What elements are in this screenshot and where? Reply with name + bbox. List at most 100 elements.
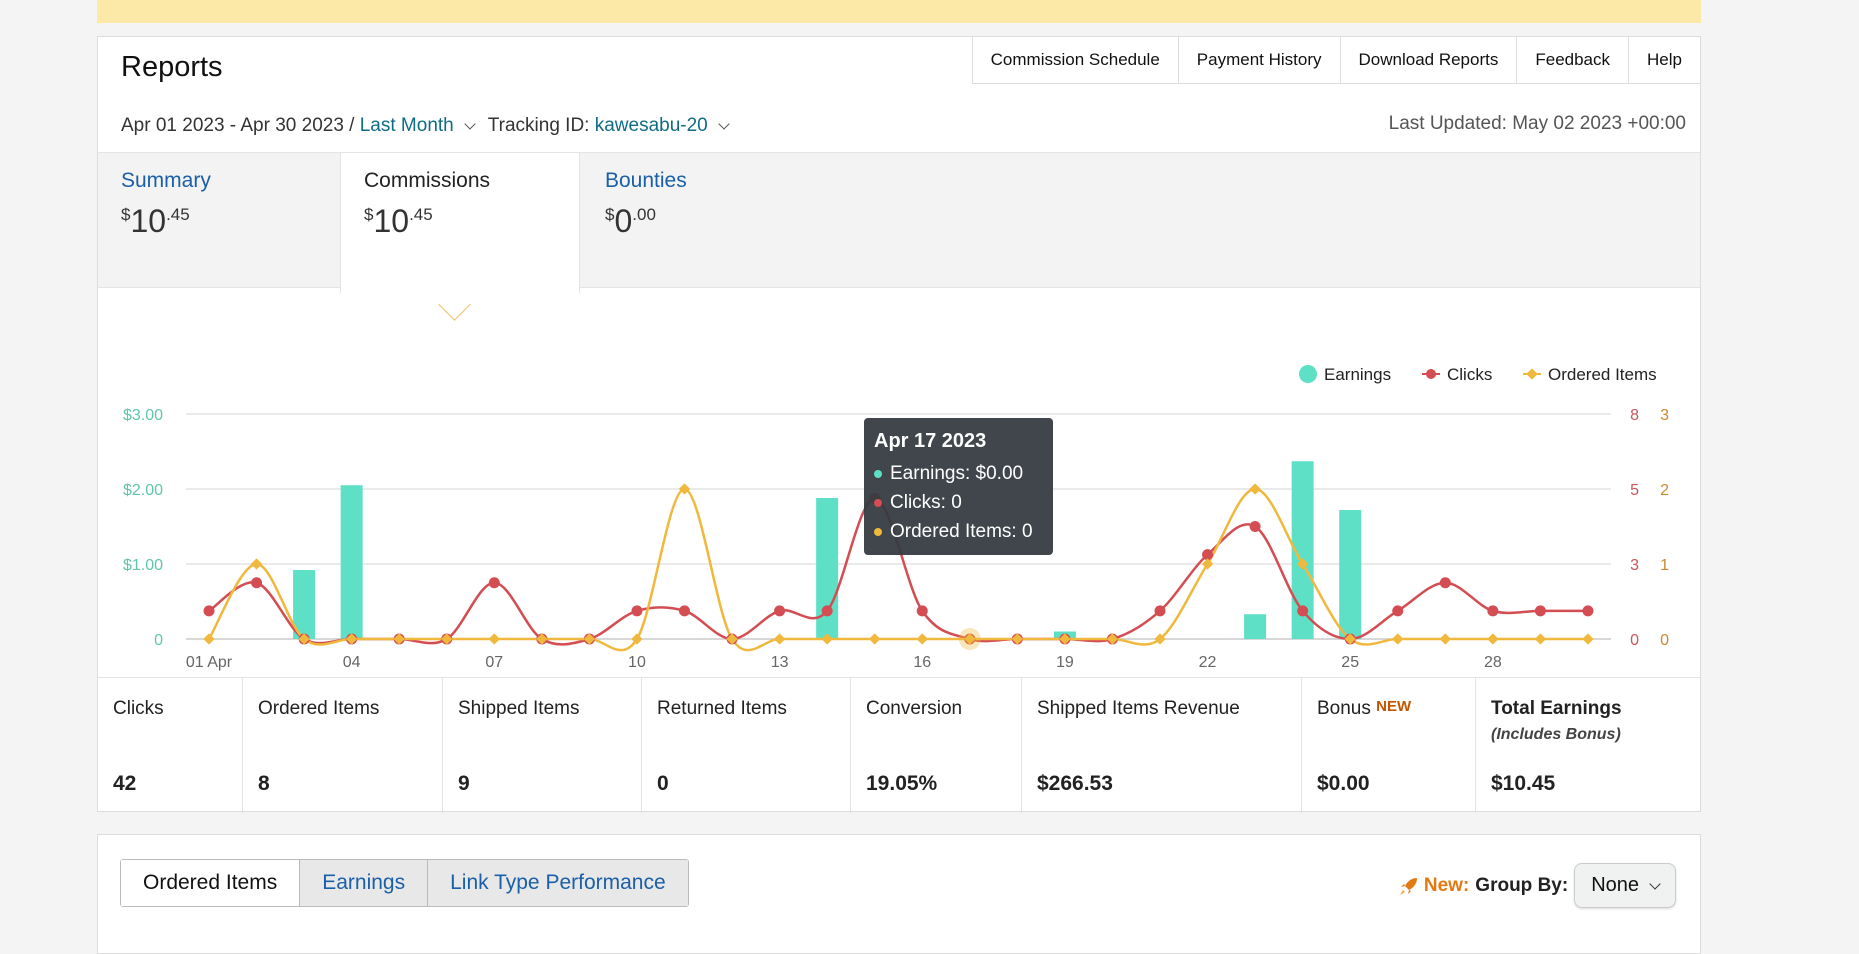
- nav-feedback[interactable]: Feedback: [1517, 37, 1630, 83]
- tab-amount: $10.45: [364, 203, 433, 239]
- ordered-items-point: [536, 633, 548, 645]
- x-tick-label: 28: [1484, 654, 1502, 671]
- ordered-items-point: [393, 633, 405, 645]
- tooltip-date: Apr 17 2023: [874, 430, 987, 452]
- date-filter-row: Apr 01 2023 - Apr 30 2023 / Last Month T…: [121, 115, 742, 137]
- nav-help[interactable]: Help: [1647, 50, 1682, 69]
- clicks-point: [1392, 605, 1404, 617]
- ordered-items-point: [773, 633, 786, 645]
- group-by: New: Group By: None: [1398, 863, 1676, 908]
- ordered-items-point: [631, 633, 643, 645]
- y-left-tick: 0: [154, 632, 163, 649]
- stat-returned-items: Returned Items 0: [642, 678, 851, 813]
- tooltip-clicks: Clicks: 0: [874, 492, 1043, 514]
- reports-card: Reports Commission Schedule Payment Hist…: [97, 36, 1701, 813]
- ordered-items-point: [964, 633, 976, 645]
- tab-summary[interactable]: Summary $10.45: [98, 153, 338, 287]
- tab-ordered-items[interactable]: Ordered Items: [121, 860, 301, 906]
- clicks-point: [1202, 549, 1214, 561]
- ordered-items-point: [821, 633, 833, 645]
- clicks-point: [1297, 605, 1309, 617]
- chart-tooltip: Apr 17 2023 Earnings: $0.00 Clicks: 0 Or…: [864, 418, 1053, 555]
- date-preset-dropdown[interactable]: Last Month: [359, 115, 454, 136]
- ordered-items-dot-icon: [874, 528, 882, 536]
- chevron-down-icon[interactable]: [718, 118, 730, 130]
- legend-label: Ordered Items: [1548, 365, 1657, 384]
- ordered-items-point: [1059, 633, 1071, 645]
- tab-label: Commissions: [364, 169, 491, 192]
- group-by-select[interactable]: None: [1574, 863, 1676, 908]
- clicks-point: [1249, 521, 1261, 532]
- stat-total-earnings: Total Earnings (Includes Bonus) $10.45: [1476, 678, 1700, 813]
- stat-shipped-revenue: Shipped Items Revenue $266.53: [1022, 678, 1302, 813]
- clicks-point: [631, 605, 643, 617]
- nav-download-reports[interactable]: Download Reports: [1341, 37, 1518, 83]
- legend-clicks-icon: [1426, 369, 1436, 379]
- date-range-text: Apr 01 2023 - Apr 30 2023 /: [121, 115, 355, 136]
- y-right-items-tick: 3: [1660, 407, 1669, 424]
- ordered-items-point: [1487, 633, 1499, 645]
- chevron-down-icon: [1649, 877, 1661, 890]
- detail-tabs: Ordered Items Earnings Link Type Perform…: [120, 859, 689, 907]
- clicks-point: [1439, 577, 1451, 589]
- chevron-down-icon[interactable]: [464, 118, 476, 130]
- tab-link-type-performance[interactable]: Link Type Performance: [428, 860, 688, 906]
- stat-ordered-items: Ordered Items 8: [243, 678, 443, 813]
- clicks-point: [1534, 605, 1546, 617]
- earnings-bar: [293, 570, 316, 639]
- clicks-dot-icon: [874, 499, 882, 507]
- clicks-point: [916, 605, 928, 617]
- ordered-items-point: [1392, 633, 1404, 645]
- tab-bounties[interactable]: Bounties $0.00: [582, 153, 822, 287]
- group-by-label: Group By:: [1475, 874, 1569, 896]
- earnings-bar: [1291, 461, 1314, 639]
- ordered-items-point: [203, 633, 215, 645]
- tab-label: Summary: [121, 169, 211, 192]
- legend-label: Earnings: [1324, 365, 1391, 384]
- x-tick-label: 04: [343, 654, 361, 671]
- page-title: Reports: [121, 51, 223, 83]
- stat-conversion: Conversion 19.05%: [851, 678, 1022, 813]
- tab-commissions[interactable]: Commissions $10.45: [340, 153, 580, 293]
- new-label: New:: [1423, 874, 1470, 896]
- ordered-items-point: [1106, 633, 1119, 645]
- details-card: Ordered Items Earnings Link Type Perform…: [97, 834, 1701, 954]
- ordered-items-point: [441, 633, 453, 645]
- earnings-bar: [1244, 614, 1267, 639]
- y-right-items-tick: 1: [1660, 557, 1669, 574]
- tooltip-earnings: Earnings: $0.00: [874, 463, 1043, 485]
- rocket-icon: [1399, 877, 1417, 895]
- clicks-point: [821, 605, 833, 617]
- stat-shipped-items: Shipped Items 9: [443, 678, 642, 813]
- ordered-items-point: [250, 558, 263, 570]
- x-tick-label: 01 Apr: [186, 654, 233, 671]
- ordered-items-point: [869, 633, 881, 645]
- ordered-items-point: [1201, 558, 1214, 570]
- nav-payment-history[interactable]: Payment History: [1179, 37, 1341, 83]
- tracking-id-dropdown[interactable]: kawesabu-20: [594, 115, 708, 136]
- tracking-label: Tracking ID:: [487, 115, 590, 136]
- clicks-point: [679, 605, 690, 617]
- ordered-items-point: [1344, 633, 1356, 645]
- clicks-point: [1154, 605, 1166, 617]
- y-right-items-tick: 2: [1660, 482, 1669, 499]
- tab-amount: $0.00: [605, 203, 656, 239]
- earnings-bar: [340, 485, 363, 639]
- clicks-point: [1582, 605, 1594, 617]
- top-nav: Commission Schedule Payment History Down…: [971, 37, 1700, 84]
- stats-row: Clicks 42 Ordered Items 8 Shipped Items 9 R…: [98, 677, 1700, 813]
- ordered-items-point: [583, 633, 596, 645]
- y-left-tick: $3.00: [123, 407, 163, 424]
- hover-highlight: [958, 628, 981, 650]
- ordered-items-point: [726, 633, 738, 645]
- legend-label: Clicks: [1447, 365, 1492, 384]
- nav-commission-schedule[interactable]: Commission Schedule: [973, 37, 1179, 83]
- ordered-items-point: [345, 633, 358, 645]
- tab-earnings[interactable]: Earnings: [300, 860, 429, 906]
- x-tick-label: 19: [1056, 654, 1074, 671]
- ordered-items-point: [1582, 633, 1594, 645]
- ordered-items-point: [1296, 558, 1309, 570]
- clicks-point: [1487, 605, 1499, 617]
- clicks-point: [251, 577, 263, 589]
- ordered-items-point: [298, 633, 310, 645]
